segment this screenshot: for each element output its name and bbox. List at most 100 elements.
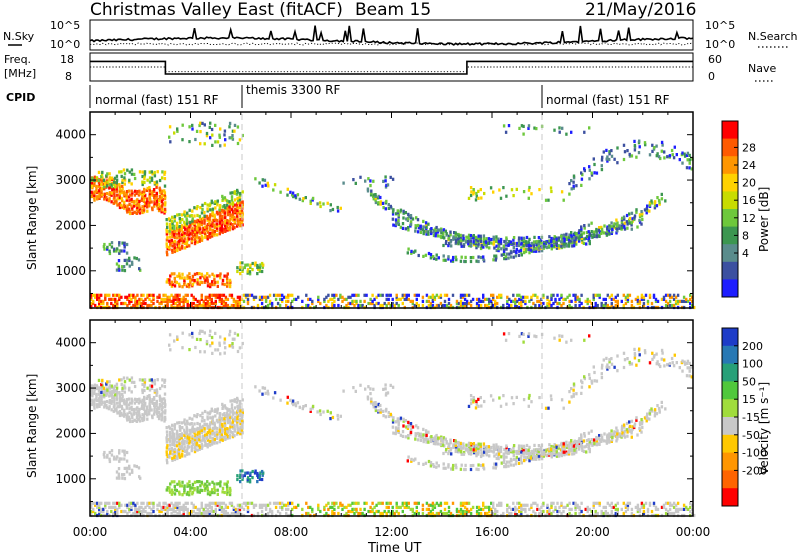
velocity-cell — [125, 470, 129, 474]
velocity-cell — [142, 406, 146, 410]
power-cell — [181, 123, 184, 127]
velocity-cell — [145, 411, 148, 415]
velocity-cell — [208, 509, 211, 514]
power-cell — [506, 299, 509, 303]
power-cell — [127, 189, 131, 193]
power-cell — [554, 299, 557, 303]
velocity-cell — [593, 438, 596, 442]
velocity-cell — [258, 473, 261, 477]
power-cell — [231, 208, 234, 212]
power-cell — [672, 297, 676, 301]
power-cell — [218, 299, 221, 303]
velocity-cell — [624, 503, 628, 507]
power-cell — [565, 132, 568, 136]
power-cell — [615, 218, 618, 222]
velocity-cell — [155, 388, 159, 392]
power-cell — [224, 221, 227, 225]
velocity-cell — [642, 509, 646, 514]
power-cell — [510, 299, 513, 303]
velocity-cell — [220, 432, 224, 437]
power-cell — [180, 276, 184, 280]
power-cell — [590, 173, 594, 177]
power-cell — [497, 244, 501, 248]
power-cell — [172, 295, 175, 299]
velocity-cell — [236, 426, 239, 430]
velocity-cell — [435, 433, 438, 438]
power-cell — [241, 269, 244, 273]
power-cell — [610, 230, 614, 234]
velocity-cell — [546, 503, 549, 507]
power-cell — [128, 293, 131, 297]
power-cell — [439, 295, 443, 299]
power-cell — [636, 295, 640, 299]
power-cell — [449, 230, 452, 234]
velocity-cell — [488, 509, 491, 514]
velocity-cell — [178, 507, 181, 511]
power-cell — [492, 293, 495, 297]
power-cell — [258, 295, 262, 299]
power-cell — [642, 303, 646, 308]
velocity-cell — [399, 505, 402, 509]
power-cell — [212, 293, 215, 297]
power-cell — [204, 297, 207, 301]
power-cell — [203, 221, 206, 225]
power-cell — [444, 258, 447, 262]
velocity-cell — [105, 400, 109, 404]
power-cell — [130, 297, 133, 301]
velocity-cell — [508, 511, 511, 516]
velocity-cell — [467, 509, 471, 514]
power-cell — [219, 225, 222, 230]
power-cell — [626, 226, 629, 230]
power-cell — [588, 165, 591, 169]
power-cell — [118, 268, 121, 272]
power-cell — [97, 170, 101, 174]
power-cell — [520, 238, 524, 242]
velocity-cell — [465, 501, 469, 505]
power-cell — [97, 180, 101, 185]
power-cell — [650, 199, 653, 203]
velocity-cell — [168, 447, 171, 451]
power-cell — [550, 189, 553, 194]
power-cell — [151, 206, 154, 210]
power-cell — [104, 295, 107, 299]
power-cell — [307, 303, 310, 308]
power-cell — [475, 243, 478, 248]
power-cell — [199, 142, 202, 146]
velocity-cell — [165, 430, 169, 434]
velocity-cell — [402, 424, 405, 428]
velocity-cell — [240, 428, 244, 432]
power-cell — [166, 301, 169, 306]
power-cell — [196, 213, 199, 218]
power-cell — [98, 196, 101, 200]
power-cell — [648, 293, 652, 297]
power-cell — [375, 301, 378, 306]
power-cell — [469, 186, 473, 190]
velocity-cell — [212, 501, 215, 505]
power-cell — [186, 301, 189, 306]
power-cell — [616, 221, 619, 225]
power-cell — [169, 140, 172, 144]
frequency-line — [90, 60, 693, 75]
velocity-cell — [430, 439, 433, 444]
power-cell — [141, 180, 144, 184]
power-cell — [391, 301, 394, 306]
power-cell — [113, 192, 116, 196]
velocity-cell — [199, 329, 202, 333]
power-cell — [480, 196, 483, 200]
power-cell — [206, 284, 210, 288]
velocity-cell — [492, 448, 496, 452]
velocity-cell — [552, 509, 555, 514]
velocity-cell — [297, 503, 300, 507]
power-cell — [96, 297, 99, 301]
power-cell — [407, 226, 410, 230]
velocity-cell — [494, 509, 497, 514]
velocity-cell — [413, 511, 416, 516]
velocity-cell — [143, 412, 147, 416]
power-cell — [213, 280, 217, 285]
power-cell — [178, 274, 181, 278]
power-cell — [454, 255, 458, 259]
power-cell — [450, 244, 453, 248]
power-cell — [169, 242, 172, 246]
power-cell — [228, 285, 232, 289]
velocity-cell — [574, 507, 577, 511]
